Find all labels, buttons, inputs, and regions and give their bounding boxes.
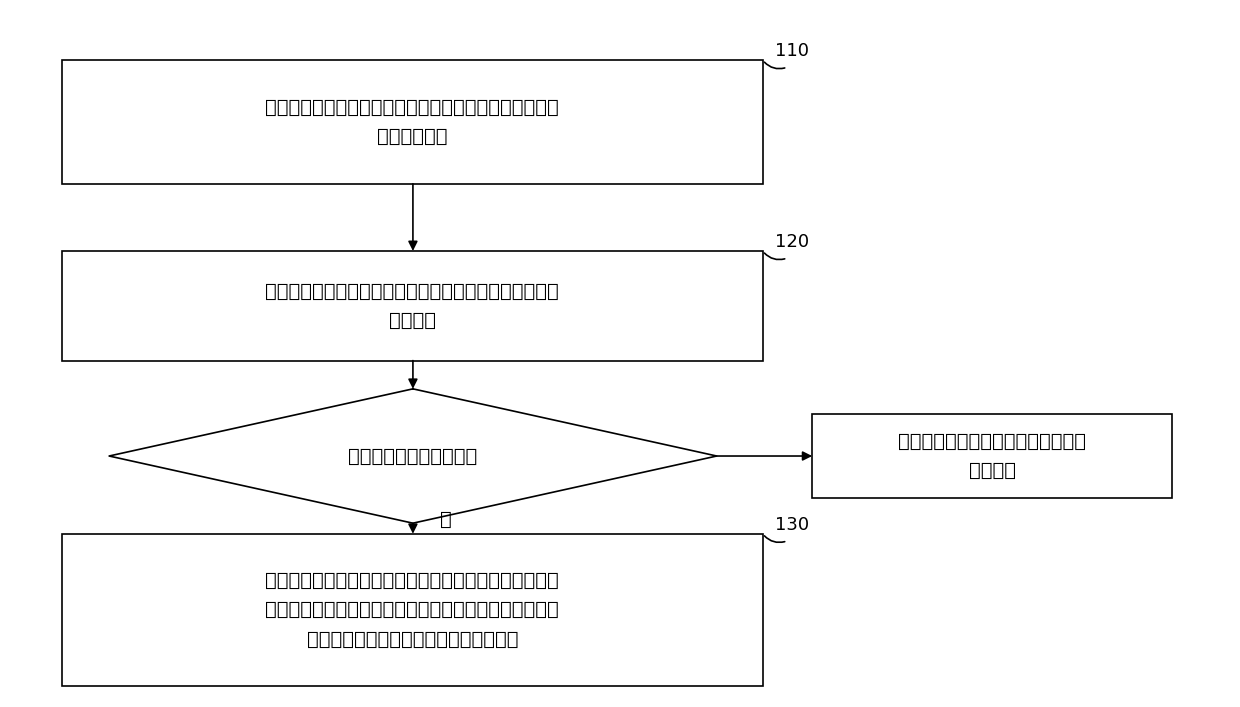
Polygon shape — [109, 389, 717, 523]
FancyBboxPatch shape — [62, 251, 763, 361]
Text: 确定各通道类业务相关的网络设备及各网络设备隧道状态
相关的检测项: 确定各通道类业务相关的网络设备及各网络设备隧道状态 相关的检测项 — [265, 98, 559, 146]
FancyArrowPatch shape — [764, 253, 785, 259]
FancyBboxPatch shape — [62, 534, 763, 686]
Text: 对于各通道类业务相关的各网络设备，根据该网络设备隧
道状态相关的检测项，调用检测项对应的检测控件对该网
络设备隧道状态进行检测，得到检测结果: 对于各通道类业务相关的各网络设备，根据该网络设备隧 道状态相关的检测项，调用检测… — [265, 571, 559, 649]
Text: 记录该网络设备的隧道状态为连通性
检测失败: 记录该网络设备的隧道状态为连通性 检测失败 — [898, 432, 1086, 480]
Text: 110: 110 — [775, 42, 808, 60]
Text: 是: 是 — [440, 510, 451, 529]
FancyArrowPatch shape — [764, 62, 785, 69]
FancyBboxPatch shape — [812, 414, 1172, 498]
Text: 对于各通道类业务相关的各网络设备，对该网络设备做连
通性检查: 对于各通道类业务相关的各网络设备，对该网络设备做连 通性检查 — [265, 281, 559, 330]
Text: 判断连通性检测是否通过: 判断连通性检测是否通过 — [348, 447, 477, 465]
Text: 130: 130 — [775, 516, 810, 534]
FancyArrowPatch shape — [764, 536, 785, 542]
Text: 120: 120 — [775, 233, 810, 251]
FancyBboxPatch shape — [62, 60, 763, 184]
